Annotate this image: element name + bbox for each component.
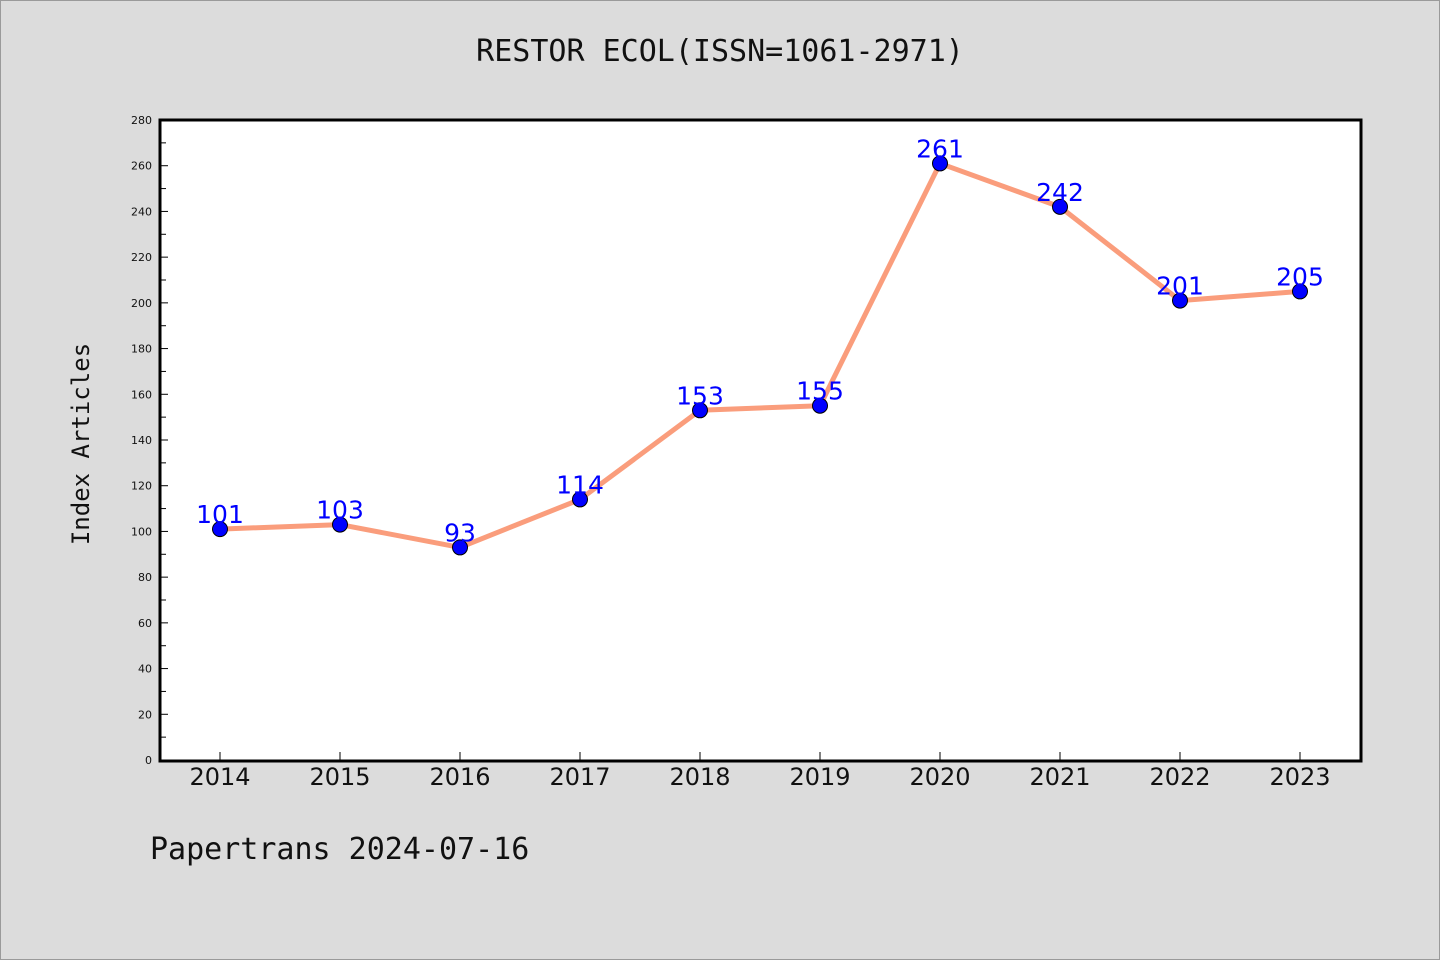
x-tick-label: 2022: [1149, 763, 1210, 791]
data-label: 205: [1276, 262, 1324, 291]
y-tick-label: 220: [131, 251, 152, 264]
y-tick-label: 160: [131, 388, 152, 401]
data-point: [812, 397, 828, 414]
data-label: 114: [556, 470, 604, 499]
plot-area: [158, 118, 1363, 763]
x-tick-label: 2020: [909, 763, 970, 791]
data-point: [1052, 198, 1068, 215]
data-points: [212, 155, 1308, 556]
y-tick-label: 240: [131, 205, 152, 218]
data-point: [452, 539, 468, 556]
x-tick-label: 2017: [549, 763, 610, 791]
series-line: [217, 160, 1303, 550]
data-label: 153: [676, 381, 724, 410]
data-label: 93: [444, 518, 476, 547]
footer-note: Papertrans 2024-07-16: [150, 832, 530, 867]
y-tick-label: 80: [138, 571, 152, 584]
data-point: [1172, 292, 1188, 309]
x-tick-label: 2023: [1269, 763, 1330, 791]
data-label: 155: [796, 377, 844, 406]
y-tick-label: 40: [138, 663, 152, 676]
y-tick-label: 60: [138, 617, 152, 630]
x-axis: 2014 2015 2016 2017 2018 2019 2020 2021 2022 2023: [189, 752, 1331, 791]
data-label: 261: [916, 134, 964, 163]
y-tick-label: 140: [131, 434, 152, 447]
y-tick-label: 200: [131, 297, 152, 310]
data-point: [332, 516, 348, 533]
data-label: 242: [1036, 178, 1084, 207]
x-tick-label: 2015: [309, 763, 370, 791]
x-tick-label: 2014: [189, 763, 250, 791]
y-tick-label: 100: [131, 525, 152, 538]
data-label: 201: [1156, 272, 1204, 301]
x-tick-label: 2019: [789, 763, 850, 791]
y-tick-label: 280: [131, 114, 152, 127]
data-label: 101: [196, 500, 244, 529]
y-axis: 0 20 40 60 80 100 120 140 160 180 200 220 240 260 280: [131, 114, 168, 767]
data-labels: 101 103 93 114 153 155 261 242 201 205: [196, 134, 1324, 547]
x-tick-label: 2021: [1029, 763, 1090, 791]
data-point: [692, 402, 708, 419]
y-axis-label: Index Articles: [67, 343, 95, 545]
y-tick-label: 260: [131, 160, 152, 173]
data-label: 103: [316, 496, 364, 525]
data-point: [212, 521, 228, 538]
x-tick-label: 2016: [429, 763, 490, 791]
y-tick-label: 0: [145, 754, 152, 767]
data-point: [1292, 283, 1308, 300]
x-tick-label: 2018: [669, 763, 730, 791]
y-tick-label: 120: [131, 480, 152, 493]
data-point: [932, 155, 948, 172]
y-tick-label: 20: [138, 708, 152, 721]
y-tick-label: 180: [131, 343, 152, 356]
chart-title: RESTOR ECOL(ISSN=1061-2971): [476, 34, 964, 69]
data-point: [572, 491, 588, 508]
